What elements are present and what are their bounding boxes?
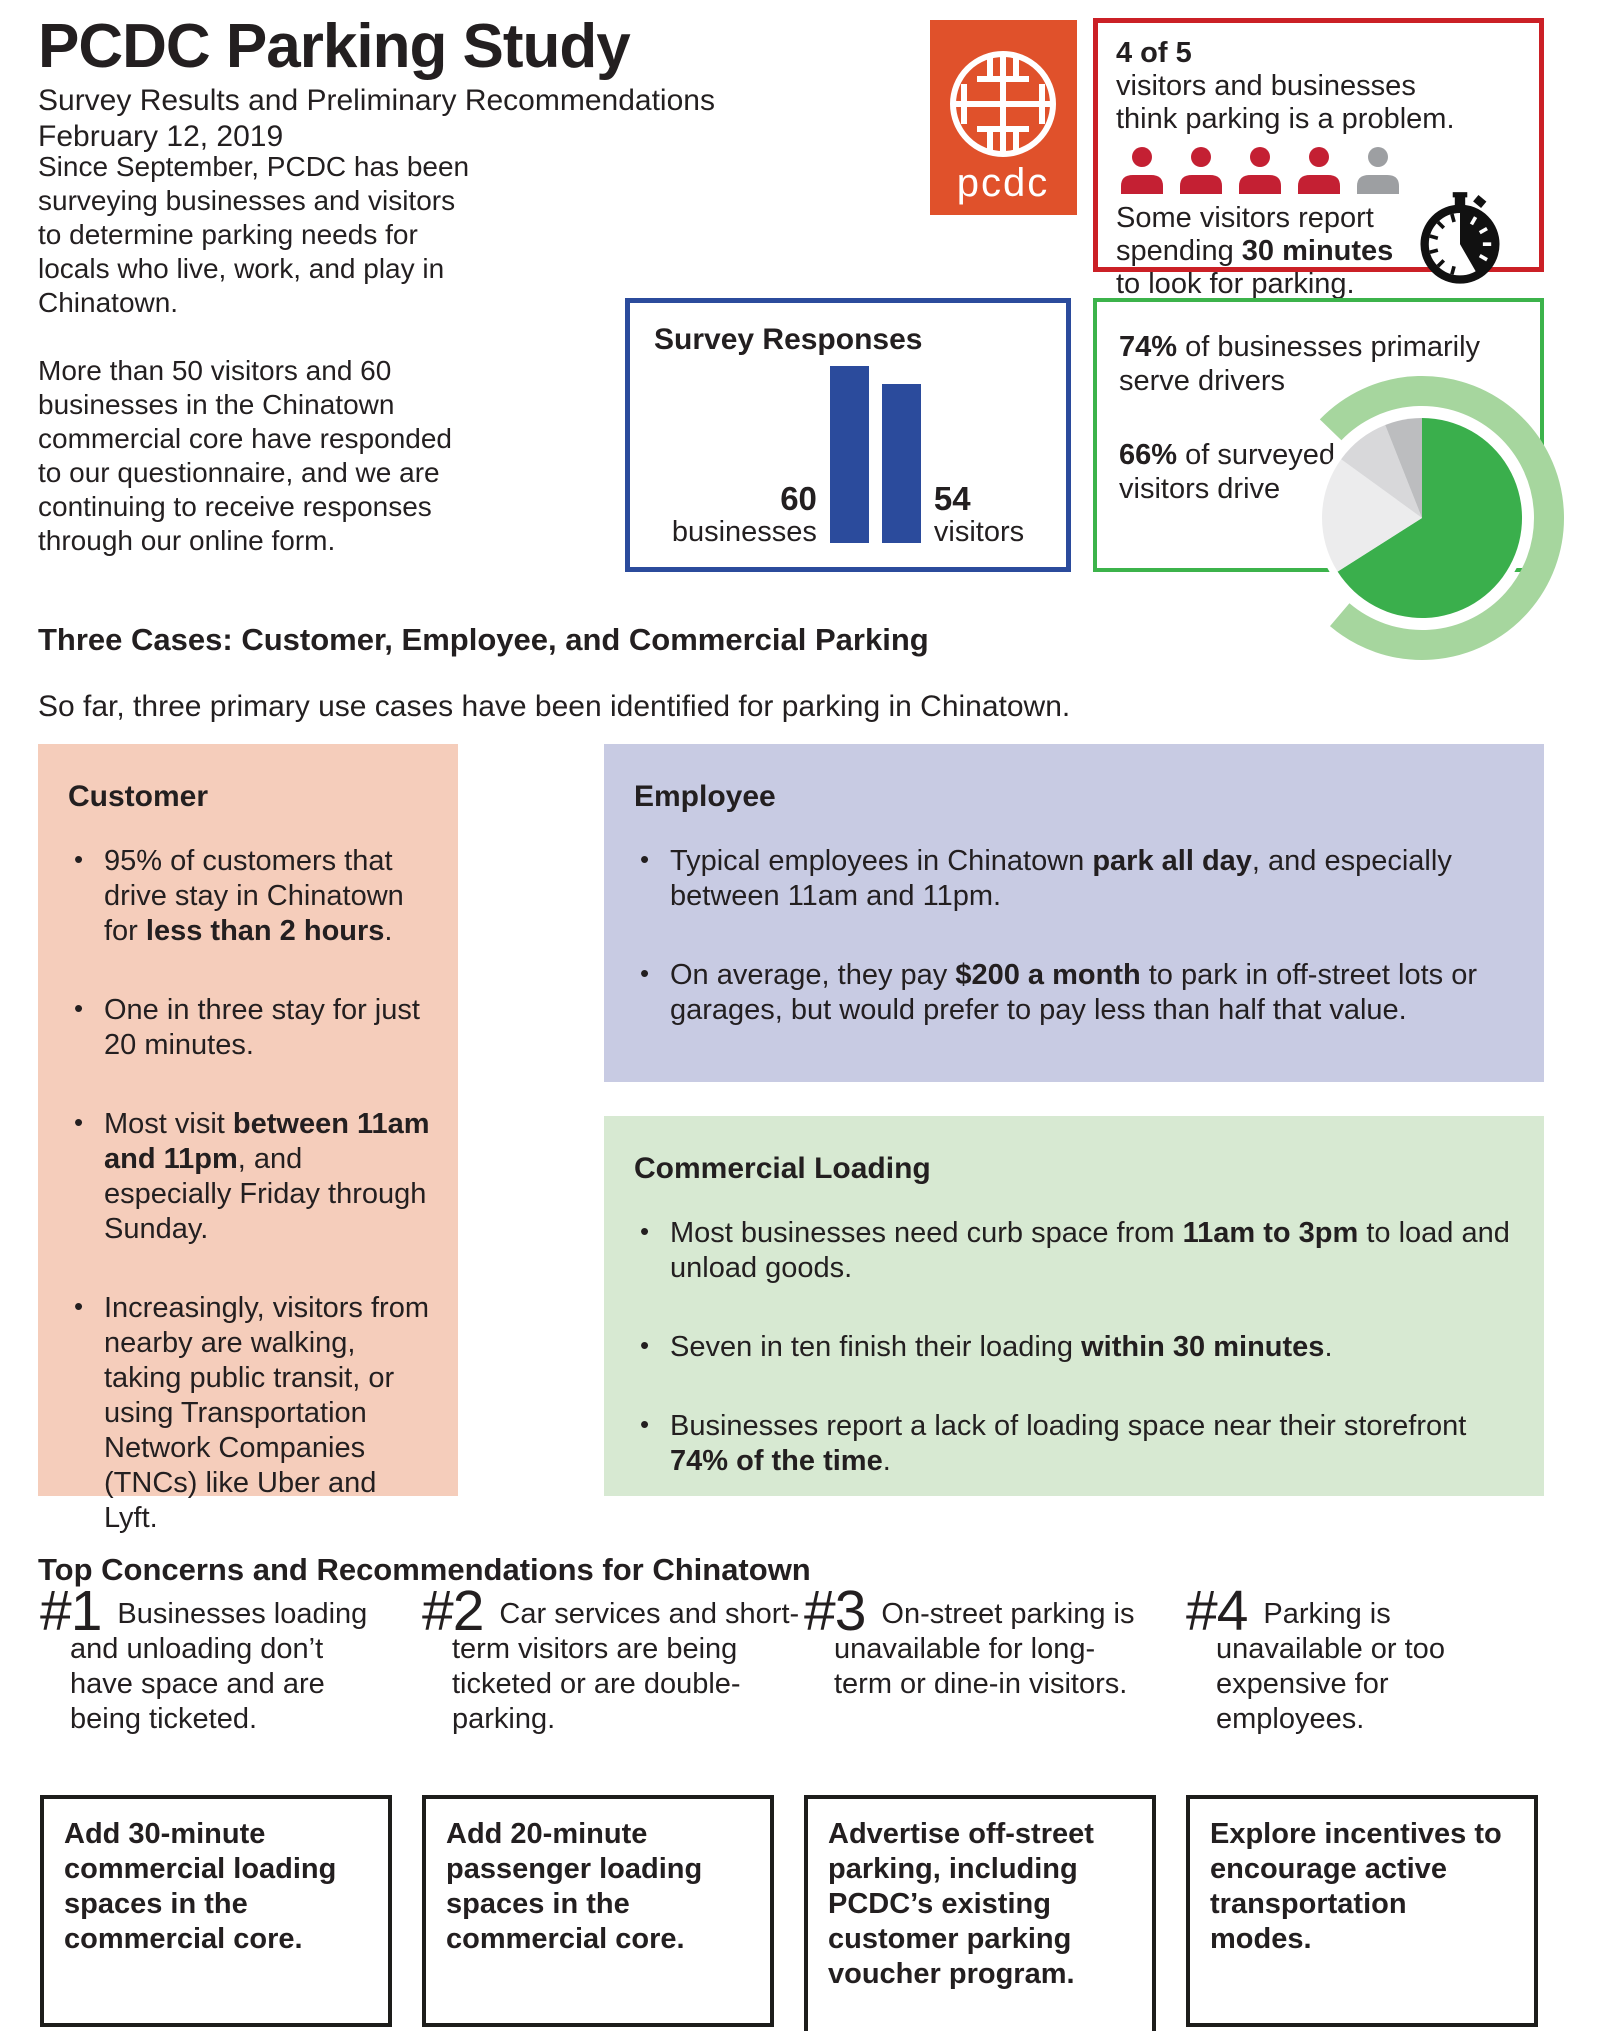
- list-item: Increasingly, visitors from nearby are w…: [68, 1289, 430, 1536]
- customer-title: Customer: [68, 780, 209, 813]
- commercial-loading-case-box: Commercial Loading Most businesses need …: [604, 1116, 1544, 1496]
- recommendation-4-box: Explore incentives to encourage active t…: [1186, 1795, 1538, 2027]
- survey-bar-chart: 60 businesses 54 visitors: [630, 366, 1066, 548]
- concerns-row: #1 Businesses loading and unloading don’t…: [40, 1583, 1538, 1737]
- loading-bullet-list: Most businesses need curb space from 11a…: [634, 1214, 1516, 1479]
- visitors-label: visitors: [933, 516, 1025, 548]
- bar-businesses: [829, 366, 869, 543]
- recommendation-text: Add 30-minute commercial loading spaces …: [64, 1818, 337, 1955]
- concern-4: #4 Parking is unavailable or too expensiv…: [1186, 1583, 1538, 1737]
- page-date: February 12, 2019: [38, 119, 284, 153]
- list-item: Most businesses need curb space from 11a…: [634, 1214, 1516, 1286]
- cases-section-heading: Three Cases: Customer, Employee, and Com…: [38, 622, 929, 657]
- cases-lead-text: So far, three primary use cases have bee…: [38, 690, 1071, 723]
- bar-label-businesses: 60 businesses: [671, 480, 817, 548]
- recommendation-3-box: Advertise off-street parking, including …: [804, 1795, 1156, 2031]
- commercial-loading-title: Commercial Loading: [634, 1152, 931, 1185]
- concern-number: #1: [40, 1579, 102, 1643]
- employee-title: Employee: [634, 780, 776, 813]
- concern-number: #2: [422, 1579, 484, 1643]
- customer-bullet-list: 95% of customers that drive stay in Chin…: [68, 842, 430, 1536]
- visitors-drive-stat: 66% of surveyed visitors drive: [1119, 439, 1336, 505]
- survey-chart-title: Survey Responses: [654, 323, 923, 356]
- concern-number: #3: [804, 1579, 866, 1643]
- businesses-label: businesses: [671, 516, 817, 548]
- list-item: Businesses report a lack of loading spac…: [634, 1407, 1516, 1479]
- customer-case-box: Customer 95% of customers that drive sta…: [38, 744, 458, 1534]
- visitors-count: 54: [933, 480, 971, 517]
- employee-bullet-list: Typical employees in Chinatown park all …: [634, 842, 1516, 1028]
- page-title: PCDC Parking Study: [38, 12, 631, 81]
- people-pictogram: [1116, 146, 1521, 194]
- concern-number: #4: [1186, 1579, 1248, 1643]
- concern-1: #1 Businesses loading and unloading don’t…: [40, 1583, 392, 1737]
- person-icon: [1298, 147, 1340, 194]
- pcdc-logo: pcdc: [930, 20, 1077, 215]
- problem-caption: visitors and businesses think parking is…: [1116, 70, 1455, 135]
- intro-paragraph-2: More than 50 visitors and 60 businesses …: [38, 355, 452, 556]
- recommendation-text: Advertise off-street parking, including …: [828, 1818, 1094, 1990]
- problem-stat: 4 of 5: [1116, 37, 1192, 69]
- header: PCDC Parking Study Survey Results and Pr…: [38, 16, 715, 153]
- businesses-count: 60: [780, 480, 817, 517]
- intro-copy: Since September, PCDC has been surveying…: [38, 150, 483, 592]
- concern-3: #3 On-street parking is unavailable for l…: [804, 1583, 1156, 1737]
- list-item: 95% of customers that drive stay in Chin…: [68, 842, 430, 949]
- concern-text: On-street parking is unavailable for lon…: [834, 1598, 1135, 1700]
- survey-responses-box: Survey Responses 60 businesses 54 visito…: [625, 298, 1071, 572]
- list-item: On average, they pay $200 a month to par…: [634, 956, 1516, 1028]
- intro-paragraph-1: Since September, PCDC has been surveying…: [38, 151, 470, 318]
- concern-text: Businesses loading and unloading don’t h…: [70, 1598, 368, 1735]
- person-icon: [1180, 147, 1222, 194]
- stopwatch-icon: [1420, 192, 1500, 284]
- person-icon: [1239, 147, 1281, 194]
- pcdc-wordmark: pcdc: [957, 161, 1050, 205]
- concern-2: #2 Car services and short-term visitors a…: [422, 1583, 799, 1737]
- recommendations-row: Add 30-minute commercial loading spaces …: [40, 1795, 1538, 2031]
- list-item: Typical employees in Chinatown park all …: [634, 842, 1516, 914]
- recommendation-text: Add 20-minute passenger loading spaces i…: [446, 1818, 703, 1955]
- businesses-serve-drivers-stat: 74% of businesses primarily serve driver…: [1119, 331, 1481, 397]
- parking-problem-box: 4 of 5 visitors and businesses think par…: [1093, 18, 1544, 300]
- pcdc-logo-icon: pcdc: [930, 20, 1077, 215]
- bar-label-visitors: 54 visitors: [933, 480, 1025, 548]
- concern-text: Car services and short-term visitors are…: [452, 1598, 800, 1735]
- list-item: Most visit between 11am and 11pm, and es…: [68, 1105, 430, 1247]
- search-time-text: Some visitors report spending 30 minutes…: [1116, 202, 1394, 300]
- page-subtitle: Survey Results and Preliminary Recommend…: [38, 84, 715, 117]
- search-time-row: Some visitors report spending 30 minutes…: [1116, 192, 1521, 301]
- pie-chart-icon: [1315, 375, 1564, 660]
- person-icon-empty: [1357, 147, 1399, 194]
- drivers-pie-chart: [1272, 368, 1572, 668]
- bar-visitors: [881, 384, 921, 543]
- concerns-section-heading: Top Concerns and Recommendations for Chi…: [38, 1552, 811, 1587]
- recommendation-text: Explore incentives to encourage active t…: [1210, 1818, 1502, 1955]
- list-item: Seven in ten finish their loading within…: [634, 1328, 1516, 1365]
- employee-case-box: Employee Typical employees in Chinatown …: [604, 744, 1544, 1082]
- list-item: One in three stay for just 20 minutes.: [68, 991, 430, 1063]
- recommendation-1-box: Add 30-minute commercial loading spaces …: [40, 1795, 392, 2027]
- recommendation-2-box: Add 20-minute passenger loading spaces i…: [422, 1795, 774, 2027]
- person-icon: [1121, 147, 1163, 194]
- concern-text: Parking is unavailable or too expensive …: [1216, 1598, 1445, 1735]
